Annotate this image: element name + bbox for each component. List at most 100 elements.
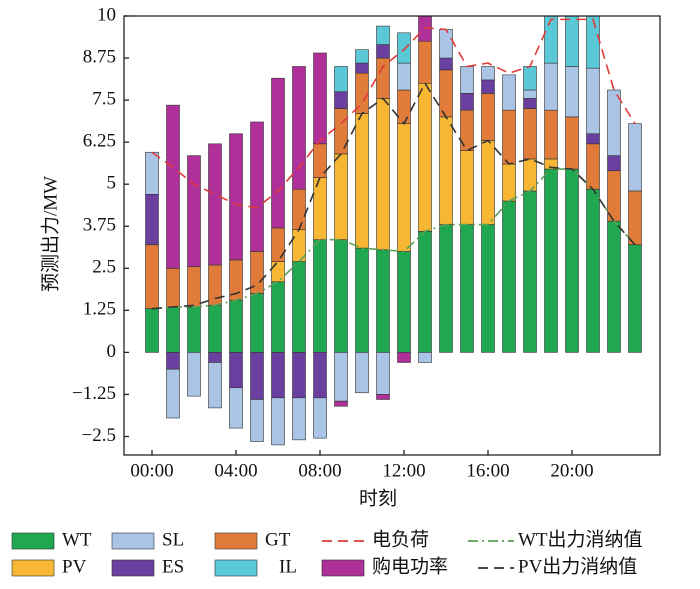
bar-segment [376, 57, 390, 99]
legend-label: ES [162, 556, 184, 577]
bar-segment [292, 352, 306, 399]
bar-segment [166, 267, 180, 308]
y-tick-label: 0 [107, 341, 117, 362]
bar-segment [544, 15, 558, 64]
y-tick-label: 5 [107, 173, 117, 194]
bar-segment [586, 143, 600, 190]
x-tick-label: 00:00 [130, 460, 173, 481]
y-tick-label: 3.75 [83, 215, 116, 236]
x-axis-label: 时刻 [359, 487, 397, 509]
bar-segment [187, 306, 201, 353]
bar-segment [439, 224, 453, 353]
bar-segment [418, 230, 432, 353]
bar-segment [208, 352, 222, 363]
y-tick-label: 2.5 [92, 257, 116, 278]
bar-segment [166, 104, 180, 269]
bar-segment [439, 69, 453, 118]
bar-segment [397, 352, 411, 363]
y-tick-label: −2.5 [82, 425, 116, 446]
bar-segment [250, 121, 264, 252]
bar-segment [271, 77, 285, 229]
bar-segment [208, 305, 222, 353]
bar-segment [607, 155, 621, 172]
x-tick-label: 12:00 [382, 460, 425, 481]
legend-swatch [11, 532, 55, 550]
bar-segment [628, 190, 642, 246]
bar-segment [250, 399, 264, 442]
bar-segment [355, 113, 369, 249]
x-tick-label: 08:00 [298, 460, 341, 481]
bar-segment [376, 352, 390, 395]
y-tick-label: 10 [97, 4, 116, 25]
bar-segment [481, 140, 495, 225]
bar-segment [586, 67, 600, 135]
bar-segment [271, 352, 285, 399]
bar-segment [502, 200, 516, 353]
bar-segment [187, 266, 201, 308]
bar-segment [313, 397, 327, 439]
bar-segment [187, 352, 201, 397]
legend-swatch [321, 559, 365, 577]
bar-segment [460, 66, 474, 94]
bar-segment [334, 108, 348, 155]
bar-segment [502, 74, 516, 111]
bar-segment [544, 62, 558, 111]
bar-segment [376, 394, 390, 400]
bar-segment [145, 244, 159, 309]
bar-segment [334, 66, 348, 92]
bar-segment [271, 281, 285, 353]
bar-segment [460, 93, 474, 111]
bar-segment [208, 362, 222, 409]
y-tick-label: 1.25 [83, 299, 116, 320]
bar-segment [586, 188, 600, 353]
bar-segment [523, 66, 537, 91]
bar-segment [145, 151, 159, 195]
bar-segment [166, 306, 180, 353]
bar-segment [271, 261, 285, 283]
bar-segment [355, 247, 369, 353]
y-tick-label: 8.75 [83, 46, 116, 67]
legend-swatch [111, 559, 155, 577]
legend-label: 电负荷 [372, 528, 429, 550]
legend-label: PV出力消纳值 [518, 555, 637, 577]
line-series [151, 18, 636, 209]
bar-segment [376, 98, 390, 251]
x-tick-label: 04:00 [214, 460, 257, 481]
bar-segment [376, 44, 390, 59]
legend-label: SL [162, 529, 184, 550]
bar-segment [145, 193, 159, 246]
bar-segment [481, 224, 495, 353]
bar-segment [313, 352, 327, 399]
legend-label: GT [265, 529, 291, 550]
bar-segment [523, 108, 537, 160]
bar-segment [586, 133, 600, 145]
bar-segment [502, 109, 516, 165]
bar-segment [145, 308, 159, 353]
bar-segment [229, 352, 243, 389]
bar-segment [607, 220, 621, 353]
bar-segment [607, 89, 621, 156]
bar-segment [250, 352, 264, 400]
bar-segment [397, 123, 411, 252]
bar-segment [418, 352, 432, 363]
legend-label: 购电功率 [372, 555, 448, 577]
bar-segment [586, 15, 600, 69]
bar-segment [355, 352, 369, 394]
bar-segment [565, 168, 579, 353]
bar-segment [292, 66, 306, 190]
bar-segment [544, 168, 558, 353]
bar-segment [481, 66, 495, 81]
y-tick-label: −1.25 [72, 383, 116, 404]
bar-segment [376, 249, 390, 353]
bar-segment [334, 400, 348, 407]
bar-segment [313, 239, 327, 353]
bar-segment [334, 153, 348, 241]
bar-segment [208, 264, 222, 306]
bar-segment [355, 62, 369, 74]
bar-segment [397, 62, 411, 91]
x-tick-label: 16:00 [466, 460, 509, 481]
bar-segment [292, 397, 306, 441]
line-series [151, 81, 636, 310]
legend-swatch [214, 532, 258, 550]
